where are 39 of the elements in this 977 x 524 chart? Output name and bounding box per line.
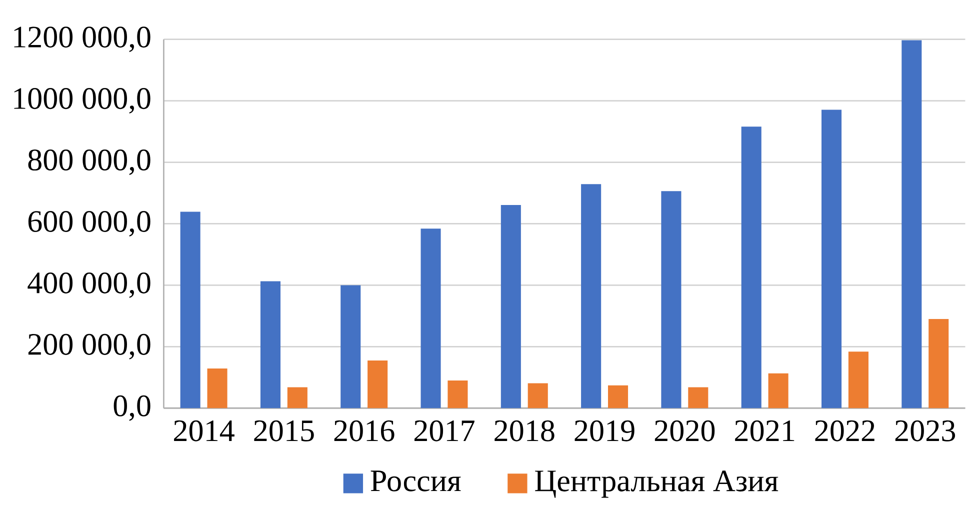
x-tick-label: 2014 <box>174 420 234 442</box>
bar <box>608 385 628 408</box>
bar <box>260 281 280 408</box>
legend-label: Центральная Азия <box>535 470 778 498</box>
bar <box>741 126 762 408</box>
bar <box>528 383 548 408</box>
x-tick-label: 2022 <box>815 420 874 442</box>
x-tick-label: 2019 <box>574 420 634 442</box>
bar <box>287 387 308 408</box>
bar <box>688 387 708 408</box>
y-tick-label: 400 000,0 <box>28 272 150 298</box>
bar <box>928 318 949 408</box>
x-tick-label: 2021 <box>735 420 794 442</box>
bar <box>661 191 682 408</box>
bar <box>848 351 868 408</box>
bar <box>581 184 602 408</box>
y-tick-label: 0,0 <box>114 395 150 421</box>
x-tick-label: 2015 <box>254 420 314 442</box>
y-tick-label: 1200 000,0 <box>14 26 150 52</box>
bar <box>368 360 388 408</box>
y-tick-label: 800 000,0 <box>28 149 150 175</box>
y-tick-label: 600 000,0 <box>28 210 150 236</box>
x-tick-label: 2023 <box>895 420 956 442</box>
bar <box>448 380 468 408</box>
x-tick-label: 2016 <box>334 420 394 442</box>
y-tick-label: 1000 000,0 <box>14 88 150 114</box>
bar <box>902 40 922 408</box>
bar <box>207 368 228 408</box>
bar <box>768 373 788 408</box>
x-tick-label: 2017 <box>414 420 474 442</box>
y-tick-label: 200 000,0 <box>28 334 150 360</box>
x-tick-label: 2018 <box>494 420 554 442</box>
x-tick-label: 2020 <box>654 420 715 442</box>
bar <box>340 285 361 408</box>
bar <box>500 204 521 408</box>
bar <box>180 212 200 408</box>
bar <box>821 110 842 408</box>
legend-label: Россия <box>370 470 461 492</box>
bar <box>420 228 441 408</box>
